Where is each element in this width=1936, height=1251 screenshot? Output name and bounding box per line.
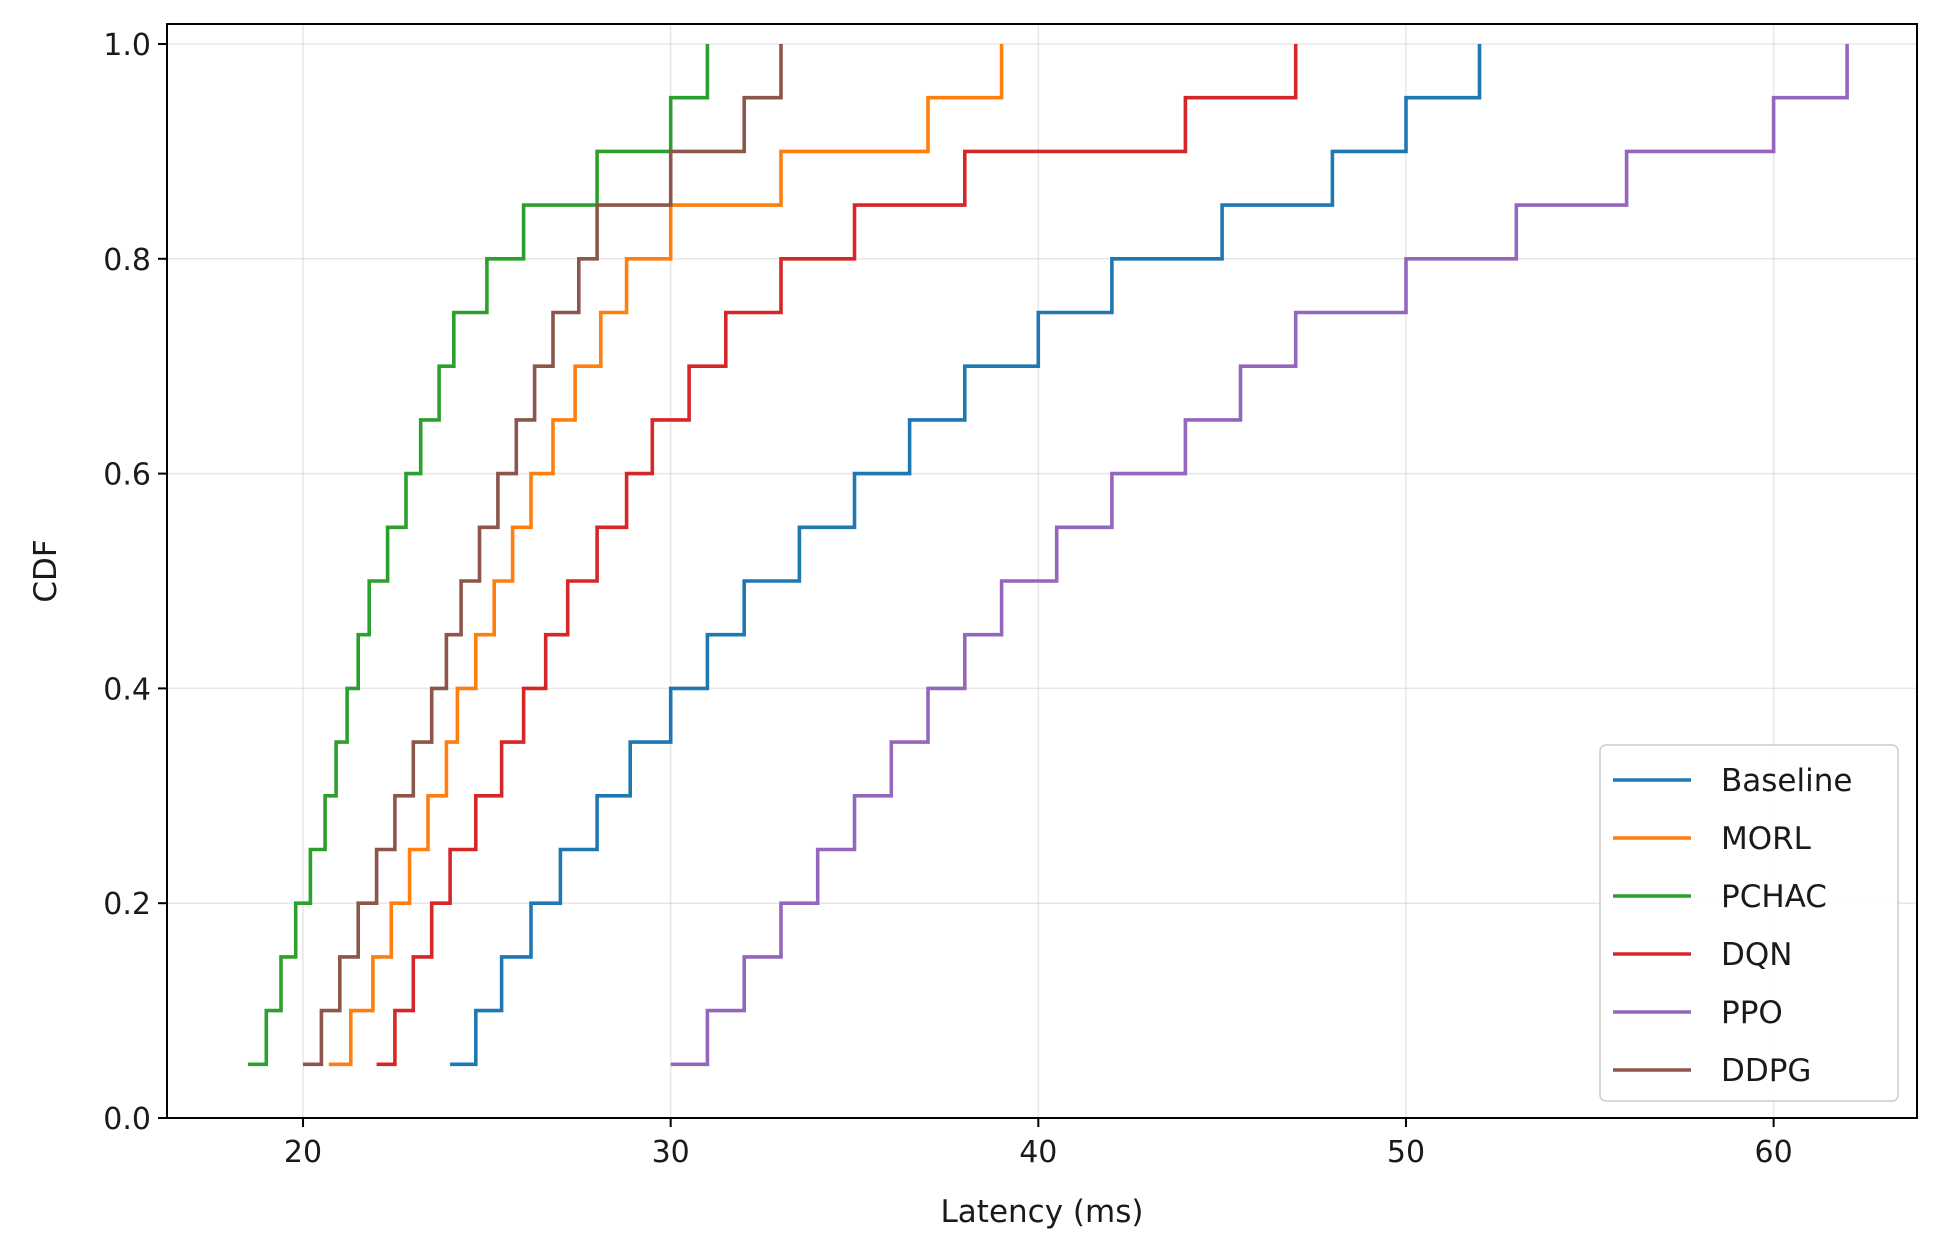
y-axis-label: CDF [28, 539, 64, 602]
legend: Baseline MORL PCHAC DQN PPO DDPG [1599, 744, 1899, 1102]
y-tick-label: 0.6 [103, 458, 151, 493]
series-line-baseline [450, 44, 1482, 1067]
axis-ticks: 20 30 40 50 60 0.0 0.2 0.4 0.6 0.8 1.0 [103, 28, 1792, 1170]
series-line-ppo [670, 44, 1849, 1067]
legend-label-ppo: PPO [1721, 995, 1783, 1031]
y-tick-label: 0.8 [103, 243, 151, 278]
x-tick-label: 60 [1755, 1135, 1793, 1170]
legend-label-morl: MORL [1721, 821, 1812, 857]
series-line-ddpg [303, 44, 783, 1067]
legend-label-pchac: PCHAC [1721, 879, 1827, 915]
x-tick-label: 20 [284, 1135, 322, 1170]
x-tick-label: 30 [652, 1135, 690, 1170]
y-tick-label: 0.2 [103, 887, 151, 922]
legend-label-ddpg: DDPG [1721, 1053, 1811, 1089]
y-tick-label: 0.0 [103, 1102, 151, 1137]
series-lines [247, 44, 1849, 1067]
y-tick-label: 1.0 [103, 28, 151, 63]
x-tick-label: 50 [1387, 1135, 1425, 1170]
series-line-dqn [376, 44, 1298, 1067]
legend-label-dqn: DQN [1721, 937, 1792, 973]
x-tick-label: 40 [1019, 1135, 1057, 1170]
legend-label-baseline: Baseline [1721, 763, 1852, 799]
x-axis-label: Latency (ms) [941, 1194, 1144, 1230]
y-tick-label: 0.4 [103, 672, 151, 707]
series-line-pchac [247, 44, 710, 1067]
plot-frame [166, 23, 1918, 1119]
series-line-morl [328, 44, 1004, 1067]
